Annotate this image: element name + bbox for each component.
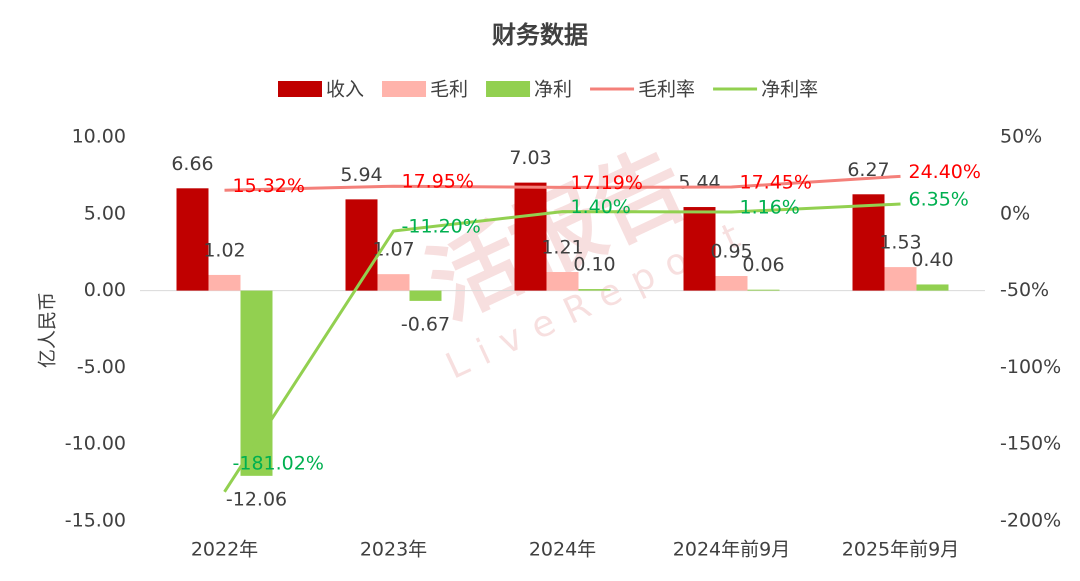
line [223,202,901,493]
bar [884,267,917,291]
line-value-label: 24.40% [909,161,981,183]
bar-value-label: 6.66 [171,153,213,175]
bar [916,284,949,291]
line-value-label: 1.16% [740,197,800,219]
y2-tick-label: -200% [1000,510,1061,532]
bar [747,289,780,291]
bar-value-label: -0.67 [401,313,450,335]
bar-value-label: 6.27 [847,159,889,181]
bar [514,182,547,291]
line [224,174,901,192]
bar-value-label: 1.02 [203,239,245,261]
y2-tick-label: -50% [1000,279,1049,301]
chart-title: 财务数据 [492,21,588,49]
x-tick-label: 2023年 [360,539,427,561]
line-value-label: -11.20% [402,216,481,238]
bar-value-label: 7.03 [509,147,551,169]
x-tick-label: 2022年 [191,539,258,561]
line-value-label: 17.45% [740,171,812,193]
legend-label: 毛利率 [638,79,695,101]
y-tick-label: 10.00 [72,126,126,148]
y-tick-label: -10.00 [65,433,126,455]
line-value-label: 17.95% [402,171,474,193]
y-tick-label: -15.00 [65,510,126,532]
x-tick-label: 2024年 [529,539,596,561]
bar [852,194,885,291]
legend-label: 净利率 [761,79,818,101]
bar [409,290,442,301]
y-axis-label: 亿人民币 [37,292,59,368]
legend-label: 收入 [326,79,364,101]
x-tick-label: 2025年前9月 [842,539,959,561]
bar-value-label: 0.10 [573,254,615,276]
bar [377,274,410,291]
line-value-label: 15.32% [233,175,305,197]
bar [208,274,241,291]
line-value-label: 17.19% [571,172,643,194]
y2-tick-label: 50% [1000,126,1042,148]
y-tick-label: 0.00 [84,279,126,301]
bar [683,207,716,291]
line-value-label: 6.35% [909,189,969,211]
x-tick-label: 2024年前9月 [673,539,790,561]
y2-tick-label: -150% [1000,433,1061,455]
legend-swatch [278,81,322,97]
legend-swatch [382,81,427,97]
bar-value-label: 0.06 [742,254,784,276]
legend-label: 毛利 [430,79,468,101]
legend-swatch [486,81,531,97]
y2-tick-label: -100% [1000,356,1061,378]
bar-value-label: 5.94 [340,164,382,186]
line-value-label: 1.40% [571,196,631,218]
y-tick-label: -5.00 [77,356,126,378]
bar [546,272,579,291]
bar-value-label: 1.07 [372,239,414,261]
bar [240,290,273,476]
bar [715,276,748,291]
legend-label: 净利 [534,79,572,101]
bar-value-label: 1.53 [879,232,921,254]
bar [345,199,378,291]
bar-value-label: 1.21 [541,237,583,259]
bar [176,188,209,291]
bar-value-label: -12.06 [226,488,287,510]
bar-value-label: 0.40 [911,249,953,271]
bar-value-label: 0.95 [710,241,752,263]
line-value-label: -181.02% [233,452,324,474]
bar [578,289,611,291]
y-tick-label: 5.00 [84,202,126,224]
y2-tick-label: 0% [1000,202,1030,224]
bar-value-label: 5.44 [678,172,720,194]
